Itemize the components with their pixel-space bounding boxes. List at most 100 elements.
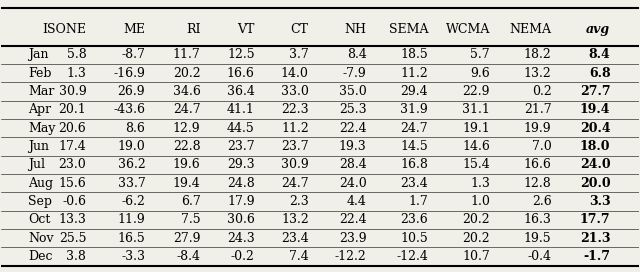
Text: 19.4: 19.4 [173, 177, 200, 190]
Text: 13.3: 13.3 [58, 214, 86, 227]
Text: 20.2: 20.2 [173, 67, 200, 80]
Text: 24.8: 24.8 [227, 177, 255, 190]
Text: 11.2: 11.2 [401, 67, 428, 80]
Text: -7.9: -7.9 [343, 67, 367, 80]
Text: 25.3: 25.3 [339, 103, 367, 116]
Text: 23.4: 23.4 [281, 232, 308, 245]
Text: 22.9: 22.9 [462, 85, 490, 98]
Text: Mar: Mar [28, 85, 55, 98]
Text: 6.8: 6.8 [589, 67, 611, 80]
Text: 24.3: 24.3 [227, 232, 255, 245]
Text: 41.1: 41.1 [227, 103, 255, 116]
Text: -8.7: -8.7 [122, 48, 145, 61]
Text: RI: RI [186, 23, 200, 36]
Text: -12.4: -12.4 [396, 250, 428, 263]
Text: 8.4: 8.4 [347, 48, 367, 61]
Text: May: May [28, 122, 56, 135]
Text: 36.2: 36.2 [118, 159, 145, 171]
Text: Apr: Apr [28, 103, 52, 116]
Text: -43.6: -43.6 [113, 103, 145, 116]
Text: 14.0: 14.0 [281, 67, 308, 80]
Text: -12.2: -12.2 [335, 250, 367, 263]
Text: VT: VT [237, 23, 255, 36]
Text: 2.6: 2.6 [532, 195, 552, 208]
Text: 12.9: 12.9 [173, 122, 200, 135]
Text: 28.4: 28.4 [339, 159, 367, 171]
Text: 23.6: 23.6 [401, 214, 428, 227]
Text: 26.9: 26.9 [118, 85, 145, 98]
Text: 14.5: 14.5 [401, 140, 428, 153]
Text: 33.0: 33.0 [281, 85, 308, 98]
Text: Nov: Nov [28, 232, 54, 245]
Text: WCMA: WCMA [445, 23, 490, 36]
Text: 13.2: 13.2 [524, 67, 552, 80]
Text: 29.3: 29.3 [227, 159, 255, 171]
Text: 20.2: 20.2 [462, 232, 490, 245]
Text: 25.5: 25.5 [59, 232, 86, 245]
Text: Sep: Sep [28, 195, 52, 208]
Text: 7.0: 7.0 [532, 140, 552, 153]
Text: 20.0: 20.0 [580, 177, 611, 190]
Text: 19.4: 19.4 [580, 103, 611, 116]
Text: 19.0: 19.0 [118, 140, 145, 153]
Text: 21.3: 21.3 [580, 232, 611, 245]
Text: 3.8: 3.8 [67, 250, 86, 263]
Text: 24.7: 24.7 [401, 122, 428, 135]
Text: 1.0: 1.0 [470, 195, 490, 208]
Text: -6.2: -6.2 [122, 195, 145, 208]
Text: 31.9: 31.9 [401, 103, 428, 116]
Text: 44.5: 44.5 [227, 122, 255, 135]
Text: 5.7: 5.7 [470, 48, 490, 61]
Text: 21.7: 21.7 [524, 103, 552, 116]
Text: -0.6: -0.6 [62, 195, 86, 208]
Text: 4.4: 4.4 [347, 195, 367, 208]
Text: 11.2: 11.2 [281, 122, 308, 135]
Text: 10.7: 10.7 [462, 250, 490, 263]
Text: 14.6: 14.6 [462, 140, 490, 153]
Text: 20.1: 20.1 [58, 103, 86, 116]
Text: 18.2: 18.2 [524, 48, 552, 61]
Text: 22.8: 22.8 [173, 140, 200, 153]
Text: 16.6: 16.6 [227, 67, 255, 80]
Text: Feb: Feb [28, 67, 52, 80]
Text: 24.7: 24.7 [281, 177, 308, 190]
Text: 23.7: 23.7 [281, 140, 308, 153]
Text: 30.9: 30.9 [58, 85, 86, 98]
Text: 19.1: 19.1 [462, 122, 490, 135]
Text: 19.9: 19.9 [524, 122, 552, 135]
Text: 27.9: 27.9 [173, 232, 200, 245]
Text: 20.6: 20.6 [58, 122, 86, 135]
Text: 23.7: 23.7 [227, 140, 255, 153]
Text: 20.2: 20.2 [462, 214, 490, 227]
Text: 19.3: 19.3 [339, 140, 367, 153]
Text: 30.6: 30.6 [227, 214, 255, 227]
Text: 17.7: 17.7 [580, 214, 611, 227]
Text: -1.7: -1.7 [584, 250, 611, 263]
Text: 24.7: 24.7 [173, 103, 200, 116]
Text: 9.6: 9.6 [470, 67, 490, 80]
Text: 34.6: 34.6 [173, 85, 200, 98]
Text: 31.1: 31.1 [462, 103, 490, 116]
Text: 1.7: 1.7 [408, 195, 428, 208]
Text: Jun: Jun [28, 140, 49, 153]
Text: 22.4: 22.4 [339, 214, 367, 227]
Text: 11.7: 11.7 [173, 48, 200, 61]
Text: 19.6: 19.6 [173, 159, 200, 171]
Text: 1.3: 1.3 [470, 177, 490, 190]
Text: Jul: Jul [28, 159, 45, 171]
Text: 11.9: 11.9 [118, 214, 145, 227]
Text: ISONE: ISONE [42, 23, 86, 36]
Text: avg: avg [586, 23, 611, 36]
Text: 17.4: 17.4 [58, 140, 86, 153]
Text: 1.3: 1.3 [67, 67, 86, 80]
Text: -8.4: -8.4 [177, 250, 200, 263]
Text: 16.6: 16.6 [524, 159, 552, 171]
Text: 2.3: 2.3 [289, 195, 308, 208]
Text: 23.4: 23.4 [401, 177, 428, 190]
Text: Oct: Oct [28, 214, 51, 227]
Text: 24.0: 24.0 [580, 159, 611, 171]
Text: 24.0: 24.0 [339, 177, 367, 190]
Text: Jan: Jan [28, 48, 49, 61]
Text: 20.4: 20.4 [580, 122, 611, 135]
Text: 12.8: 12.8 [524, 177, 552, 190]
